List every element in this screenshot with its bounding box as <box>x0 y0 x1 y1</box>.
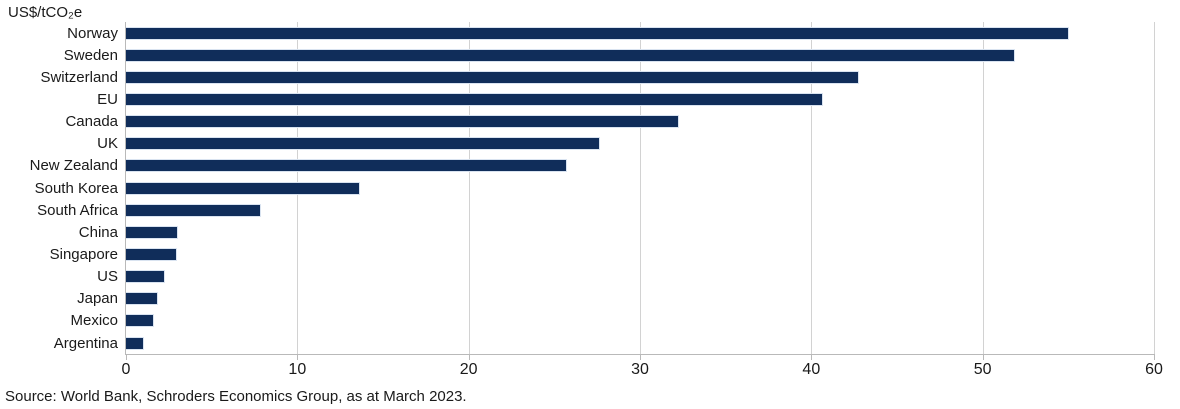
gridline <box>811 22 813 354</box>
bar <box>126 247 177 261</box>
category-label: New Zealand <box>29 157 118 175</box>
gridline <box>982 22 984 354</box>
x-axis-tick-label: 60 <box>1145 361 1163 378</box>
x-axis-tick-label: 50 <box>973 361 992 378</box>
category-label: Argentina <box>53 334 118 352</box>
bar-row: New Zealand <box>30 155 1154 177</box>
x-axis-tick <box>640 354 641 360</box>
bar-row: Singapore <box>50 243 1154 265</box>
bar-row: US <box>97 266 1154 288</box>
category-label: South Korea <box>34 179 118 197</box>
category-label: US <box>97 268 118 286</box>
category-label: Canada <box>65 113 118 131</box>
x-axis-tick <box>126 354 127 360</box>
bar-row: Japan <box>77 288 1154 310</box>
bar <box>126 292 158 306</box>
bar-row: Norway <box>67 22 1154 44</box>
bar <box>126 70 859 84</box>
category-label: Japan <box>77 290 118 308</box>
plot-area: 0 10 20 30 40 50 60 Norway Sweden Switzerland EU Ca… <box>30 22 1163 378</box>
bar <box>126 314 155 328</box>
x-axis-tick <box>297 354 299 360</box>
bar <box>126 137 600 151</box>
category-label: Sweden <box>63 46 118 64</box>
bar-row: Mexico <box>70 310 1154 332</box>
bar <box>126 26 1070 40</box>
source-note: Source: World Bank, Schroders Economics … <box>5 388 467 405</box>
x-axis-tick-label: 10 <box>288 361 307 378</box>
gridline <box>640 22 641 354</box>
gridline <box>468 22 470 354</box>
x-axis-tick <box>1154 354 1155 360</box>
bar <box>126 159 568 173</box>
bar-row: Argentina <box>54 332 1154 354</box>
category-label: Mexico <box>70 312 118 330</box>
axis-unit-label: US$/tCO₂e <box>8 4 83 21</box>
bar-row: China <box>79 221 1154 243</box>
category-label: EU <box>97 90 118 108</box>
category-label: China <box>78 223 118 241</box>
category-label: Switzerland <box>40 68 118 86</box>
bar-row: Canada <box>65 111 1154 133</box>
category-label: UK <box>97 135 118 153</box>
category-label: Norway <box>67 24 118 42</box>
bar-row: UK <box>97 133 1154 155</box>
x-axis-tick <box>468 354 470 360</box>
gridline <box>1154 22 1155 354</box>
bar-rows: Norway Sweden Switzerland EU Canada UK New Zea… <box>30 22 1154 354</box>
bar <box>126 203 261 217</box>
x-axis-tick-label: 30 <box>631 361 649 378</box>
bar-row: EU <box>97 88 1154 110</box>
bar <box>126 336 145 350</box>
bar <box>126 181 360 195</box>
x-axis-tick <box>982 354 984 360</box>
category-label: South Africa <box>37 201 118 219</box>
x-axis-tick <box>811 354 813 360</box>
x-axis-tick-label: 0 <box>121 361 131 378</box>
x-axis-tick-label: 20 <box>459 361 478 378</box>
bar-row: South Korea <box>35 177 1154 199</box>
bar-row: Switzerland <box>40 66 1154 88</box>
bar <box>126 48 1015 62</box>
x-axis-tick-label: 40 <box>802 361 821 378</box>
bar <box>126 92 823 106</box>
bar-row: Sweden <box>64 44 1154 66</box>
bar <box>126 270 165 284</box>
bar <box>126 225 179 239</box>
bar-row: South Africa <box>37 199 1154 221</box>
category-label: Singapore <box>49 245 118 263</box>
bar <box>126 115 679 129</box>
